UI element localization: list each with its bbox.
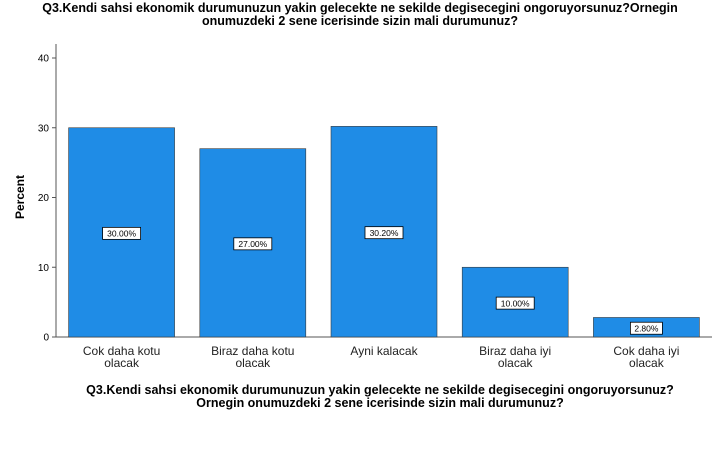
y-tick-label: 30 <box>38 123 50 134</box>
x-tick-label: olacak <box>629 356 665 370</box>
x-tick-label: olacak <box>235 356 271 370</box>
x-tick-label: Biraz daha kotu <box>211 344 294 358</box>
data-label: 10.00% <box>501 298 530 308</box>
data-label-box <box>495 296 535 310</box>
x-tick-label: Ayni kalacak <box>350 344 418 358</box>
data-label: 30.20% <box>370 228 399 238</box>
data-label: 30.00% <box>107 229 136 239</box>
x-axis-title-line-1: Q3.Kendi sahsi ekonomik durumunuzun yaki… <box>86 383 674 397</box>
y-axis-label: Percent <box>13 175 27 219</box>
data-label-box <box>364 226 404 240</box>
x-axis-title: Q3.Kendi sahsi ekonomik durumunuzun yaki… <box>30 384 720 410</box>
y-tick-label: 20 <box>38 193 50 204</box>
data-label: 2.80% <box>634 323 659 333</box>
chart-title: Q3.Kendi sahsi ekonomik durumunuzun yaki… <box>0 2 720 28</box>
y-tick-label: 40 <box>38 54 50 65</box>
x-tick-label: olacak <box>498 356 534 370</box>
data-label-box <box>630 321 663 335</box>
chart-title-line-2: onumuzdeki 2 sene icerisinde sizin mali … <box>201 14 519 28</box>
chart-title-line-1: Q3.Kendi sahsi ekonomik durumunuzun yaki… <box>42 1 678 15</box>
y-tick-label: 10 <box>38 263 50 274</box>
data-label: 27.00% <box>238 239 267 249</box>
x-tick-label: Cok daha iyi <box>613 344 679 358</box>
x-tick-label: Biraz daha iyi <box>479 344 551 358</box>
data-label-box <box>233 237 273 251</box>
x-axis-title-line-2: Ornegin onumuzdeki 2 sene icerisinde siz… <box>196 396 564 410</box>
x-tick-label: Cok daha kotu <box>83 344 160 358</box>
bars: 30.00% 27.00% 30.20% 10.00% 2.80% <box>68 126 700 338</box>
x-tick-label: olacak <box>104 356 140 370</box>
data-label-box <box>102 226 141 240</box>
y-tick-label: 0 <box>43 333 49 344</box>
